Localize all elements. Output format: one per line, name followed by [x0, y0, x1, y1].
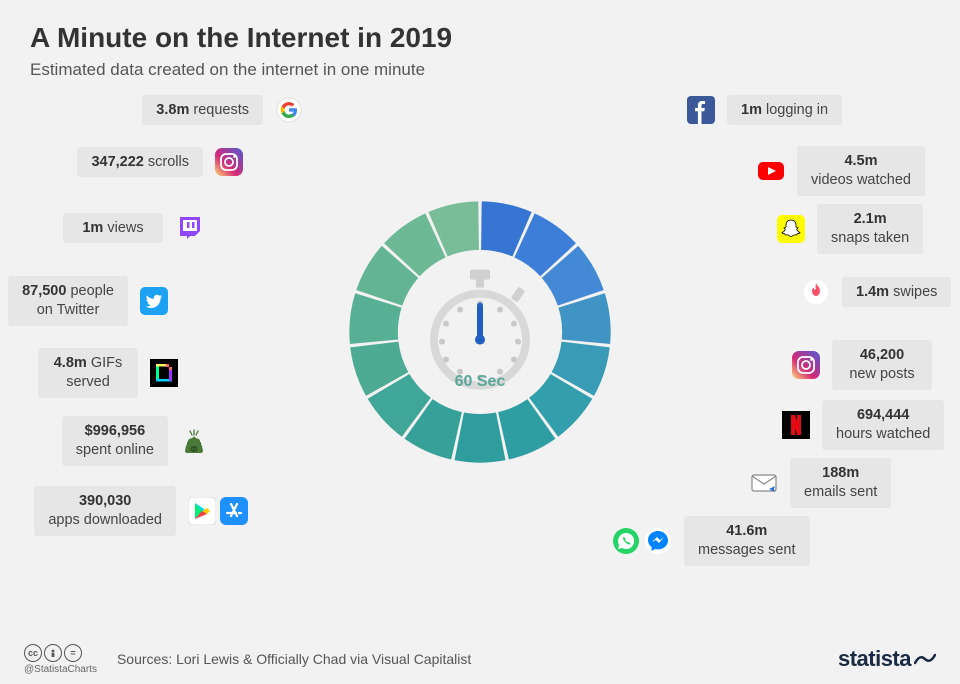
stat-label: 2.1msnaps taken	[817, 204, 923, 254]
stat-label: 1m logging in	[727, 95, 842, 126]
stat-item: 390,030apps downloaded	[34, 486, 250, 536]
stat-label: 1m views	[63, 213, 163, 244]
page-title: A Minute on the Internet in 2019	[30, 22, 930, 54]
statista-logo: statista	[838, 646, 936, 672]
stat-item: 4.5mvideos watched	[755, 146, 925, 196]
youtube-icon	[755, 155, 787, 187]
facebook-icon	[685, 94, 717, 126]
cc-icons: cc =	[24, 644, 97, 662]
stat-label: $996,956spent online	[62, 416, 168, 466]
stat-label: 3.8m requests	[142, 95, 263, 126]
center-label: 60 Sec	[455, 373, 506, 391]
cc-by-icon	[44, 644, 62, 662]
stat-label: 4.8m GIFsserved	[38, 348, 138, 398]
header: A Minute on the Internet in 2019 Estimat…	[0, 0, 960, 88]
money-icon	[178, 425, 210, 457]
netflix-icon	[780, 409, 812, 441]
stat-item: 41.6mmessages sent	[610, 516, 810, 566]
stat-label: 46,200new posts	[832, 340, 932, 390]
license-block: cc = @StatistaCharts	[24, 644, 97, 675]
instagram-icon	[213, 146, 245, 178]
twitter-icon	[138, 285, 170, 317]
tinder-icon	[800, 276, 832, 308]
stat-label: 4.5mvideos watched	[797, 146, 925, 196]
google-icon	[273, 94, 305, 126]
stat-label: 41.6mmessages sent	[684, 516, 810, 566]
stat-item: 1.4m swipes	[800, 276, 951, 308]
instagram-icon	[790, 349, 822, 381]
stat-label: 87,500 peopleon Twitter	[8, 276, 128, 326]
giphy-icon	[148, 357, 180, 389]
email-icon	[748, 467, 780, 499]
messaging-icon	[610, 525, 674, 557]
donut-center: 60 Sec	[340, 192, 620, 472]
stat-label: 1.4m swipes	[842, 277, 951, 308]
appstore-icon	[186, 495, 250, 527]
page-subtitle: Estimated data created on the internet i…	[30, 60, 930, 80]
statista-wave-icon	[914, 648, 936, 670]
stat-item: 2.1msnaps taken	[775, 204, 923, 254]
stat-label: 188memails sent	[790, 458, 891, 508]
stat-label: 347,222 scrolls	[77, 147, 203, 178]
stat-item: 188memails sent	[748, 458, 891, 508]
stat-item: 4.8m GIFsserved	[38, 348, 180, 398]
stat-item: 46,200new posts	[790, 340, 932, 390]
stat-label: 694,444hours watched	[822, 400, 944, 450]
twitch-icon	[173, 212, 205, 244]
stat-item: 3.8m requests	[142, 94, 305, 126]
sources: Sources: Lori Lewis & Officially Chad vi…	[117, 651, 471, 667]
stat-item: 694,444hours watched	[780, 400, 944, 450]
chart-area: 60 Sec 1m logging in4.5mvideos watched2.…	[0, 100, 960, 620]
stat-item: 347,222 scrolls	[77, 146, 245, 178]
cc-icon: cc	[24, 644, 42, 662]
stat-item: 1m views	[63, 212, 205, 244]
footer: cc = @StatistaCharts Sources: Lori Lewis…	[0, 634, 960, 684]
stat-item: 1m logging in	[685, 94, 842, 126]
stat-item: 87,500 peopleon Twitter	[8, 276, 170, 326]
cc-nd-icon: =	[64, 644, 82, 662]
stat-item: $996,956spent online	[62, 416, 210, 466]
handle: @StatistaCharts	[24, 664, 97, 675]
stat-label: 390,030apps downloaded	[34, 486, 176, 536]
snapchat-icon	[775, 213, 807, 245]
